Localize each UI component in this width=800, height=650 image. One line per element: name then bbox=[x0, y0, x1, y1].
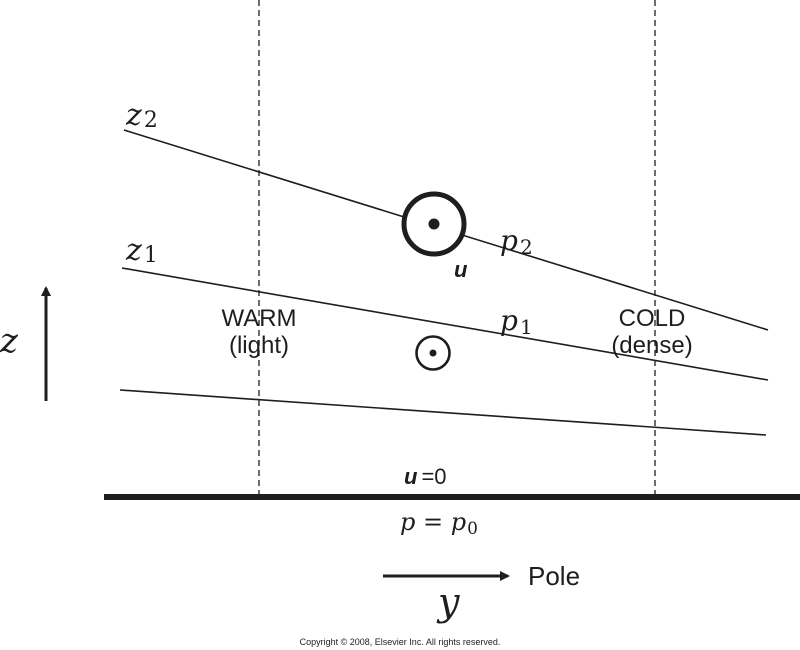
pole-label: Pole bbox=[528, 561, 580, 591]
y-axis-label: y bbox=[436, 580, 460, 624]
warm-label: WARM bbox=[221, 305, 296, 332]
z2-label: z2 bbox=[125, 98, 158, 133]
z1-label: z1 bbox=[125, 233, 158, 268]
small-wind-out-of-page-symbol bbox=[415, 335, 451, 371]
pressure-surface-p1 bbox=[121, 267, 769, 381]
copyright-notice: Copyright © 2008, Elsevier Inc. All righ… bbox=[300, 637, 501, 647]
light-label: (light) bbox=[229, 332, 289, 359]
large-wind-out-of-page-symbol bbox=[401, 191, 467, 257]
z-axis-label: z bbox=[0, 321, 19, 361]
surface-u-label: u =0 bbox=[404, 464, 447, 489]
dense-label: (dense) bbox=[611, 332, 692, 359]
surface-pressure-label: p = p0 bbox=[400, 508, 478, 539]
cold-label: COLD bbox=[619, 305, 686, 332]
u-vector-label: u bbox=[454, 257, 468, 282]
pressure-surface-lower bbox=[119, 389, 767, 436]
